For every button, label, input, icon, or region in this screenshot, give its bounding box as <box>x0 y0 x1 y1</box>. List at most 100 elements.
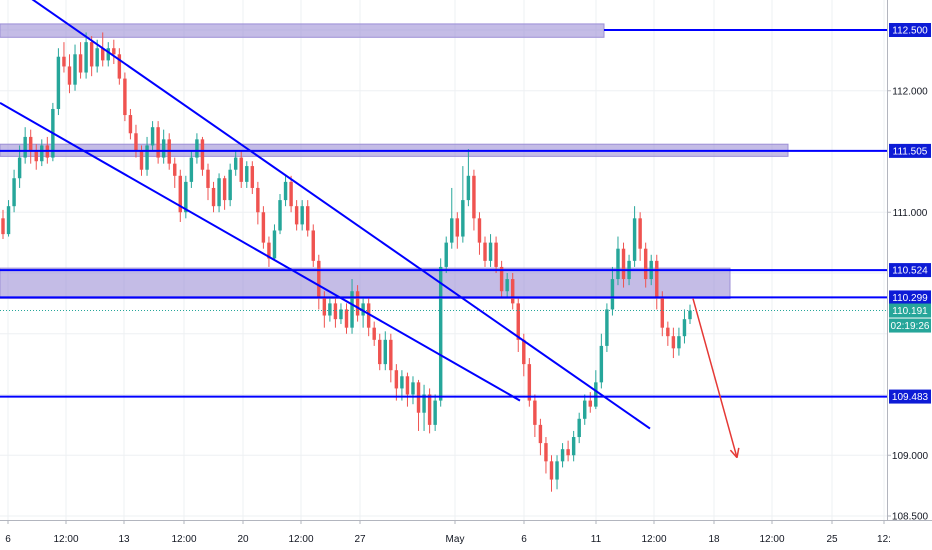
candle <box>134 124 138 158</box>
price-tick-label: 112.000 <box>892 86 928 97</box>
projection-arrowhead <box>736 447 740 458</box>
candle <box>594 370 598 410</box>
time-tick-label: 12:00 <box>53 534 78 545</box>
candle-body <box>134 133 138 152</box>
candle <box>671 327 676 359</box>
candle <box>328 297 332 322</box>
candle-body <box>150 127 155 146</box>
time-tick-label: 12: <box>877 534 891 545</box>
candle <box>400 370 404 401</box>
candle <box>73 44 77 91</box>
candle <box>433 394 437 431</box>
candle-body <box>560 449 565 462</box>
candle <box>283 175 288 207</box>
candle-body <box>206 169 210 188</box>
candle <box>483 236 487 267</box>
projection-arrowhead <box>729 449 738 459</box>
candle <box>306 200 310 237</box>
candle-body <box>378 339 382 365</box>
candle-body <box>250 166 255 188</box>
time-axis[interactable]: 6 12:00 13 12:00 20 12:00 27 May 6 11 12:00 18 12:00… <box>0 520 932 545</box>
candle-body <box>339 309 343 320</box>
candle <box>89 36 94 77</box>
candle-body <box>594 382 598 407</box>
candle-body <box>599 345 604 383</box>
price-tick-label: 112.500 <box>892 26 928 37</box>
candle <box>34 144 38 170</box>
candle-body <box>660 297 665 328</box>
candle <box>228 163 232 207</box>
candle-body <box>483 242 487 261</box>
price-badge <box>889 389 931 404</box>
candle <box>577 412 581 444</box>
candle <box>682 309 687 344</box>
candle-body <box>128 115 133 134</box>
countdown-badge <box>889 318 931 333</box>
candle <box>17 145 22 188</box>
candle <box>632 206 637 267</box>
candle <box>488 234 493 267</box>
candle-body <box>34 151 38 162</box>
candle-body <box>200 139 205 170</box>
price-zone <box>0 267 731 300</box>
candle <box>173 157 177 188</box>
candle <box>200 136 205 176</box>
candle-body <box>12 178 16 207</box>
candle <box>178 169 183 222</box>
candle <box>477 212 482 255</box>
candle-body <box>217 178 221 207</box>
candle-body <box>322 297 327 316</box>
candle <box>355 285 360 322</box>
candle-body <box>272 230 277 259</box>
candle-body <box>455 218 460 237</box>
candle <box>455 212 460 249</box>
candle-body <box>688 310 692 320</box>
candle <box>156 121 160 164</box>
candle-body <box>283 181 288 201</box>
candle-body <box>494 242 498 267</box>
candle-body <box>400 376 404 389</box>
price-badge <box>889 143 931 158</box>
candle-body <box>62 56 66 67</box>
candle <box>605 303 609 352</box>
candle-body <box>655 260 659 298</box>
candle <box>300 200 304 231</box>
candle-body <box>499 266 504 292</box>
candle-body <box>411 382 415 395</box>
candle <box>389 333 393 383</box>
candle <box>278 194 282 235</box>
candle <box>189 151 194 188</box>
candle-body <box>261 212 266 243</box>
candle-body <box>67 66 72 85</box>
candle-body <box>566 449 570 456</box>
candle <box>438 258 443 407</box>
candle-body <box>123 78 127 116</box>
candle-body <box>616 248 620 280</box>
candle <box>466 149 471 207</box>
candle-body <box>610 279 615 310</box>
candle-body <box>621 248 626 280</box>
candlesticks <box>1 32 692 492</box>
candle-body <box>78 54 83 73</box>
candle <box>222 175 227 210</box>
candle-body <box>84 42 88 73</box>
candle-body <box>173 163 177 176</box>
candle-body <box>405 376 410 395</box>
candle <box>195 133 199 164</box>
price-axis[interactable]: 112.500 112.000 111.505 111.000 110.524 110.2… <box>887 0 932 550</box>
price-zone <box>0 23 605 38</box>
candle-body <box>139 151 144 170</box>
candle <box>571 430 576 462</box>
candle <box>583 394 587 425</box>
price-tick-label: 109.000 <box>892 451 929 462</box>
candle-body <box>233 157 238 170</box>
candle <box>184 175 188 219</box>
candle-body <box>555 461 559 480</box>
candle-body <box>438 266 443 401</box>
candle-body <box>278 200 282 231</box>
candle <box>1 209 5 239</box>
candle-body <box>178 175 183 213</box>
candle <box>638 212 642 261</box>
candle <box>217 173 221 213</box>
